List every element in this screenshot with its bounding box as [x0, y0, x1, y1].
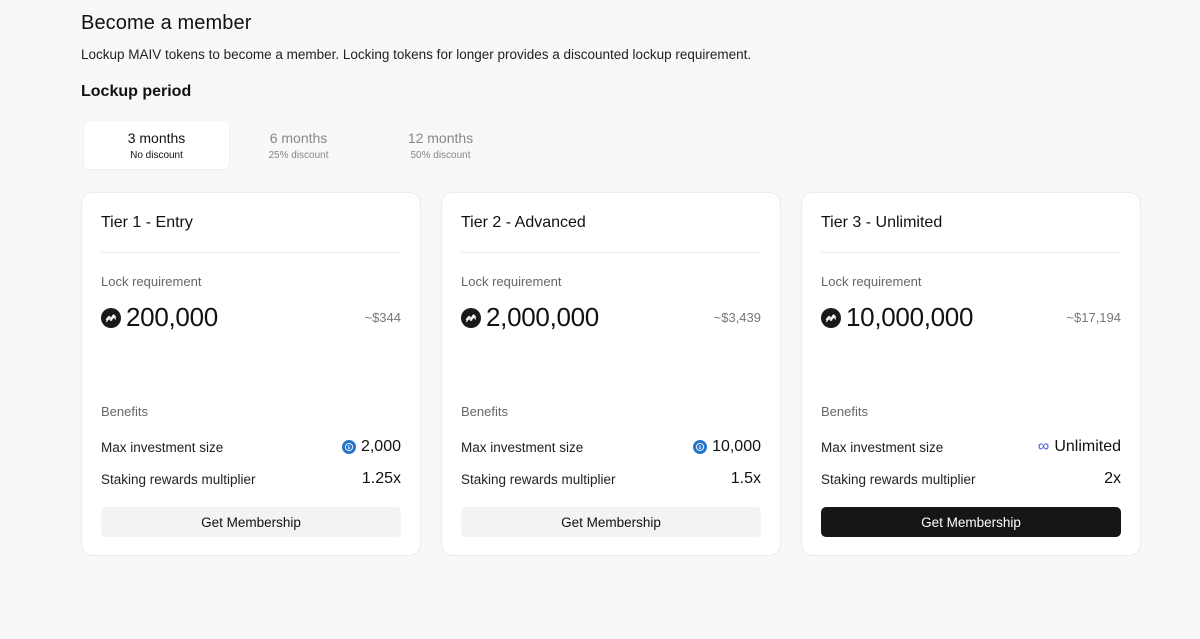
staking-multiplier-row: Staking rewards multiplier 1.25x — [101, 470, 401, 488]
tier-cards: Tier 1 - Entry Lock requirement 200,000 … — [81, 192, 1141, 556]
tab-label: 12 months — [407, 129, 474, 146]
staking-multiplier-value: 2x — [1104, 470, 1121, 487]
tab-label: 6 months — [269, 129, 328, 146]
usdc-icon: $ — [693, 440, 708, 454]
tab-discount: 50% discount — [410, 149, 471, 161]
lock-usd-value: ~$3,439 — [713, 310, 761, 325]
benefits-label: Benefits — [821, 404, 868, 419]
tab-6-months[interactable]: 6 months 25% discount — [226, 121, 371, 169]
maiv-token-icon — [101, 307, 121, 328]
lock-usd-value: ~$344 — [364, 310, 401, 325]
tab-discount: 25% discount — [268, 149, 329, 161]
staking-multiplier-value: 1.5x — [730, 470, 761, 487]
tab-3-months[interactable]: 3 months No discount — [84, 121, 229, 169]
staking-multiplier-row: Staking rewards multiplier 2x — [821, 470, 1121, 488]
max-investment-row: Max investment size $ 2,000 — [101, 438, 401, 456]
divider — [461, 252, 761, 253]
lock-requirement-row: 2,000,000 ~$3,439 — [461, 302, 761, 333]
max-investment-label: Max investment size — [101, 439, 224, 455]
lock-requirement-label: Lock requirement — [821, 274, 922, 289]
tier-title: Tier 2 - Advanced — [461, 214, 586, 231]
lock-requirement-label: Lock requirement — [461, 274, 562, 289]
max-investment-value: Unlimited — [1054, 438, 1121, 455]
max-investment-label: Max investment size — [461, 439, 584, 455]
tier-title: Tier 1 - Entry — [101, 214, 193, 231]
tab-label: 3 months — [127, 129, 186, 146]
maiv-token-icon — [821, 307, 841, 328]
max-investment-value: 2,000 — [360, 438, 401, 455]
max-investment-value-group: ∞ Unlimited — [1038, 438, 1121, 456]
lock-amount: 2,000,000 — [486, 302, 599, 332]
svg-text:$: $ — [698, 445, 701, 451]
lock-requirement-row: 10,000,000 ~$17,194 — [821, 302, 1121, 333]
max-investment-value: 10,000 — [712, 438, 761, 455]
tab-12-months[interactable]: 12 months 50% discount — [368, 121, 513, 169]
max-investment-row: Max investment size ∞ Unlimited — [821, 438, 1121, 456]
staking-multiplier-row: Staking rewards multiplier 1.5x — [461, 470, 761, 488]
lock-requirement-label: Lock requirement — [101, 274, 202, 289]
max-investment-value-group: $ 2,000 — [341, 438, 401, 456]
benefits-label: Benefits — [461, 404, 508, 419]
page-title: Become a member — [81, 12, 252, 34]
staking-multiplier-label: Staking rewards multiplier — [101, 471, 256, 487]
lockup-period-title: Lockup period — [81, 83, 192, 100]
tier-card-1: Tier 1 - Entry Lock requirement 200,000 … — [81, 192, 421, 556]
usdc-icon: $ — [341, 440, 356, 454]
lockup-period-tabs: 3 months No discount 6 months 25% discou… — [81, 121, 511, 171]
staking-multiplier-label: Staking rewards multiplier — [461, 471, 616, 487]
get-membership-button[interactable]: Get Membership — [821, 507, 1121, 537]
lock-amount: 200,000 — [126, 302, 218, 332]
lock-requirement-row: 200,000 ~$344 — [101, 302, 401, 333]
infinity-icon: ∞ — [1037, 438, 1050, 455]
staking-multiplier-label: Staking rewards multiplier — [821, 471, 976, 487]
get-membership-button[interactable]: Get Membership — [101, 507, 401, 537]
tier-card-3: Tier 3 - Unlimited Lock requirement 10,0… — [801, 192, 1141, 556]
max-investment-row: Max investment size $ 10,000 — [461, 438, 761, 456]
lock-usd-value: ~$17,194 — [1066, 310, 1121, 325]
get-membership-button[interactable]: Get Membership — [461, 507, 761, 537]
max-investment-value-group: $ 10,000 — [693, 438, 761, 456]
page-subtitle: Lockup MAIV tokens to become a member. L… — [81, 47, 752, 62]
benefits-label: Benefits — [101, 404, 148, 419]
divider — [101, 252, 401, 253]
lock-amount: 10,000,000 — [846, 302, 974, 332]
svg-text:$: $ — [347, 445, 350, 451]
staking-multiplier-value: 1.25x — [361, 470, 401, 487]
tier-title: Tier 3 - Unlimited — [821, 214, 943, 231]
tab-discount: No discount — [130, 149, 183, 161]
maiv-token-icon — [461, 307, 481, 328]
lock-amount-group: 10,000,000 — [821, 302, 973, 333]
lock-amount-group: 200,000 — [101, 302, 218, 333]
tier-card-2: Tier 2 - Advanced Lock requirement 2,000… — [441, 192, 781, 556]
max-investment-label: Max investment size — [821, 439, 944, 455]
lock-amount-group: 2,000,000 — [461, 302, 599, 333]
divider — [821, 252, 1121, 253]
